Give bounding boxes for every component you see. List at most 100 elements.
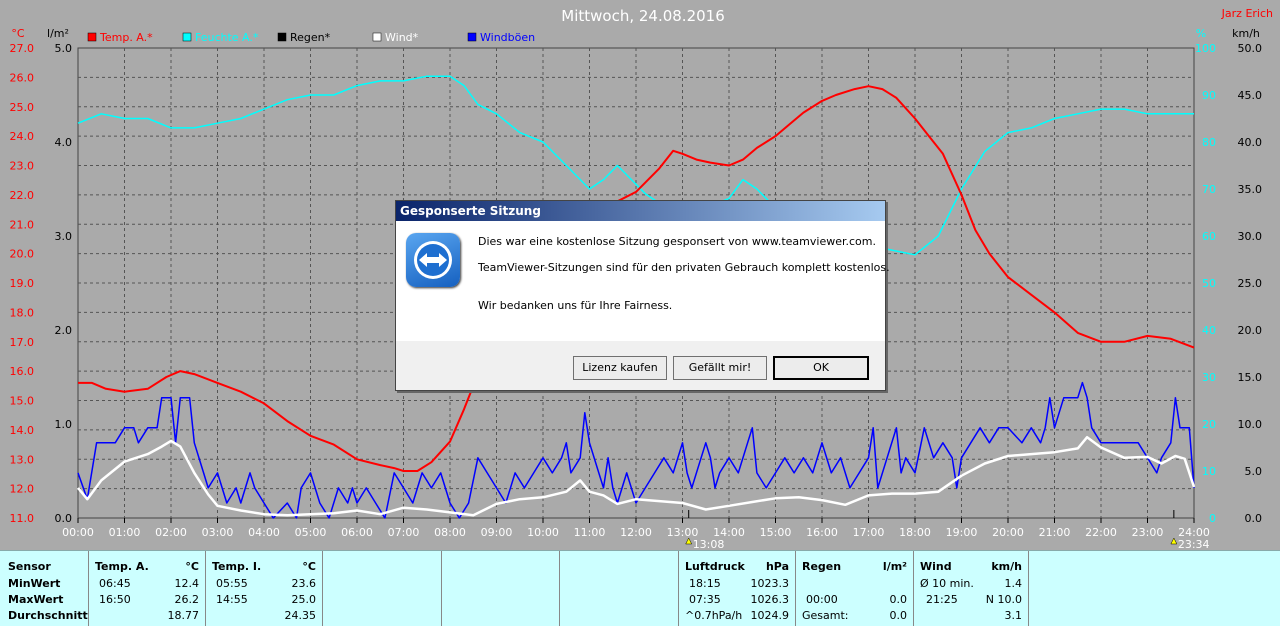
marker-icon: [685, 537, 693, 545]
temp-tick-label: 23.0: [10, 160, 35, 173]
temp-tick-label: 17.0: [10, 336, 35, 349]
dialog-body: Dies war eine kostenlose Sitzung gespons…: [396, 221, 890, 341]
buy-license-button[interactable]: Lizenz kaufen: [573, 356, 667, 380]
temp-tick-label: 16.0: [10, 365, 35, 378]
temp-tick-label: 15.0: [10, 395, 35, 408]
luftdruck-header: Luftdruck: [685, 560, 745, 573]
wind-tick-label: 10.0: [1238, 418, 1263, 431]
temp-tick-label: 25.0: [10, 101, 35, 114]
temp-a-avg-value: 18.77: [167, 609, 200, 622]
legend-swatch: [372, 32, 382, 42]
stats-col-empty-1: [323, 551, 442, 626]
stats-col-regen: Regen l/m² 00:00 0.0 Gesamt: 0.0: [796, 551, 914, 626]
temp-tick-label: 12.0: [10, 483, 35, 496]
dialog-message-1: Dies war eine kostenlose Sitzung gespons…: [478, 235, 876, 248]
x-tick-label: 12:00: [620, 526, 652, 539]
wind-max-value: N 10.0: [985, 593, 1022, 606]
x-tick-label: 10:00: [527, 526, 559, 539]
luftdruck-max-time: 07:35: [689, 593, 721, 606]
temp-i-min-time: 05:55: [216, 577, 248, 590]
chart-series: [77, 75, 1196, 519]
wind-tick-label: 20.0: [1238, 324, 1263, 337]
rain-tick-label: 1.0: [55, 418, 73, 431]
temp-unit-label: °C: [11, 27, 25, 40]
x-tick-label: 15:00: [760, 526, 792, 539]
teamviewer-logo-icon: [406, 233, 460, 287]
temp-tick-label: 19.0: [10, 277, 35, 290]
luftdruck-trend: ^0.7hPa/h: [685, 609, 743, 622]
x-tick-label: 22:00: [1085, 526, 1117, 539]
like-button[interactable]: Gefällt mir!: [673, 356, 767, 380]
x-tick-label: 03:00: [202, 526, 234, 539]
wind-tick-label: 25.0: [1238, 277, 1263, 290]
wind-tick-label: 30.0: [1238, 230, 1263, 243]
x-tick-label: 11:00: [574, 526, 606, 539]
x-tick-label: 06:00: [341, 526, 373, 539]
x-tick-label: 20:00: [992, 526, 1024, 539]
dialog-message-2: TeamViewer-Sitzungen sind für den privat…: [478, 261, 890, 274]
x-tick-label: 08:00: [434, 526, 466, 539]
chart-axes: 00:00 01:00 02:00 03:00 04:00 05:00 06:00 07:00…: [10, 42, 1263, 550]
x-tick-label: 05:00: [295, 526, 327, 539]
weather-chart: 00:00 01:00 02:00 03:00 04:00 05:00 06:00 07:00…: [10, 7, 1274, 550]
wind-avg-value: 3.1: [1004, 609, 1023, 622]
regen-total-label: Gesamt:: [802, 609, 849, 622]
temp-i-avg-value: 24.35: [284, 609, 317, 622]
x-tick-label: 18:00: [899, 526, 931, 539]
wind-tick-label: 35.0: [1238, 183, 1263, 196]
x-tick-label: 14:00: [713, 526, 745, 539]
temp-tick-label: 26.0: [10, 71, 35, 84]
rain-tick-label: 5.0: [55, 42, 73, 55]
stats-col-wind: Wind km/h Ø 10 min. 1.4 21:25 N 10.0 3.1: [914, 551, 1029, 626]
ok-button[interactable]: OK: [773, 356, 869, 380]
legend-label: Regen*: [290, 31, 331, 44]
x-tick-label: 19:00: [946, 526, 978, 539]
wind-max-time: 21:25: [926, 593, 958, 606]
wind-avg10-label: Ø 10 min.: [920, 577, 974, 590]
x-tick-label: 13:00: [667, 526, 699, 539]
sponsored-session-dialog: Gesponserte Sitzung Dies war eine kosten…: [395, 200, 890, 391]
marker-icon: [1170, 537, 1178, 545]
wind-tick-label: 40.0: [1238, 136, 1263, 149]
temp-i-max-time: 14:55: [216, 593, 248, 606]
regen-header: Regen: [802, 560, 842, 573]
luftdruck-unit: hPa: [765, 560, 789, 573]
series-line-feuchtea: [77, 75, 1194, 256]
temp-i-unit: °C: [302, 560, 316, 573]
wind-header: Wind: [920, 560, 952, 573]
temp-a-min-value: 12.4: [174, 577, 200, 590]
stats-col-sensor: Sensor MinWert MaxWert Durchschnitt: [0, 551, 89, 626]
chart-legend: Temp. A.* Feuchte A.* Regen* Wind* Windböen: [87, 31, 535, 44]
humidity-tick-label: 50: [1202, 277, 1216, 290]
humidity-tick-label: 80: [1202, 136, 1216, 149]
temp-i-max-value: 25.0: [291, 593, 317, 606]
temp-a-max-time: 16:50: [99, 593, 131, 606]
x-tick-label: 16:00: [806, 526, 838, 539]
regen-max-value: 0.0: [889, 593, 908, 606]
temp-a-header: Temp. A.: [95, 560, 149, 573]
humidity-tick-label: 10: [1202, 465, 1216, 478]
temp-tick-label: 21.0: [10, 218, 35, 231]
luftdruck-min-value: 1023.3: [750, 577, 790, 590]
temp-tick-label: 20.0: [10, 248, 35, 261]
rain-tick-label: 3.0: [55, 230, 73, 243]
rain-tick-label: 2.0: [55, 324, 73, 337]
x-tick-label: 21:00: [1039, 526, 1071, 539]
rain-unit-label: l/m²: [47, 27, 69, 40]
sensor-header: Sensor: [8, 560, 51, 573]
series-line-tempa: [78, 85, 1195, 472]
chart-title: Mittwoch, 24.08.2016: [561, 7, 725, 25]
wind-tick-label: 0.0: [1245, 512, 1263, 525]
luftdruck-min-time: 18:15: [689, 577, 721, 590]
temp-tick-label: 27.0: [10, 42, 35, 55]
temp-tick-label: 22.0: [10, 189, 35, 202]
temp-tick-label: 18.0: [10, 306, 35, 319]
humidity-tick-label: 20: [1202, 418, 1216, 431]
humidity-tick-label: 40: [1202, 324, 1216, 337]
x-tick-label: 23:00: [1132, 526, 1164, 539]
wind-unit-label: km/h: [1232, 27, 1260, 40]
x-tick-label: 24:00: [1178, 526, 1210, 539]
row-label-avg: Durchschnitt: [8, 609, 88, 622]
rain-tick-label: 0.0: [55, 512, 73, 525]
legend-label: Wind*: [385, 31, 419, 44]
